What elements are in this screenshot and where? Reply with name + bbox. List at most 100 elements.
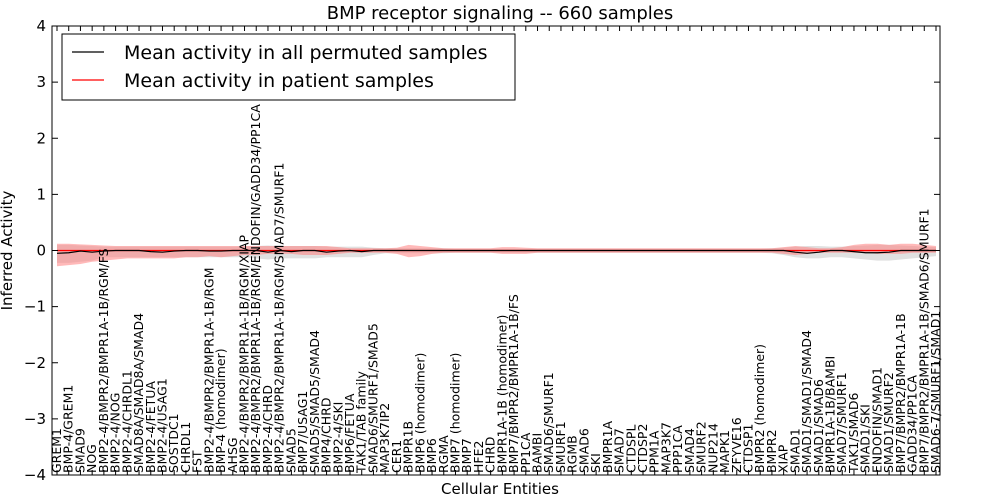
legend-box: [61, 33, 516, 101]
x-tick-label: SMAD7/SMURF1: [834, 372, 849, 473]
x-tick-label: ENDOFIN/SMAD1: [869, 367, 884, 473]
x-tick-label: BMP2-4/BMPR2/BMPR1A-1B/RGM: [201, 268, 216, 474]
x-tick-label: NUP214: [705, 423, 720, 473]
series-layer: [56, 249, 936, 254]
x-tick-label: ZFYVE16: [729, 417, 744, 473]
x-tick-label: BMP2-4/USAG1: [154, 378, 169, 473]
series-line-permuted: [56, 249, 936, 254]
x-tick-label: BMPR1B: [401, 421, 416, 473]
x-tick-label: BMP4/CHRD: [319, 397, 334, 473]
x-tick-label: HFE2: [471, 441, 486, 473]
x-tick-label: BMPR1A: [600, 420, 615, 473]
y-tick-label: −2: [24, 354, 46, 372]
x-tick-label: BMP6 (homodimer): [412, 353, 427, 473]
x-tick-label: CTDSP1: [740, 424, 755, 473]
y-axis-label: Inferred Activity: [0, 190, 16, 310]
x-tick-label: BMP-4 (homodimer): [213, 348, 228, 473]
x-tick-label: BMP2-4/SKI: [330, 402, 345, 473]
x-tick-label: SMAD1: [787, 428, 802, 473]
x-tick-label: GADD34/PP1CA: [905, 375, 920, 473]
x-tick-label: MAP3K7: [658, 422, 673, 473]
x-tick-label: XIAP: [776, 444, 791, 473]
x-tick-label: CHRDL1: [178, 422, 193, 473]
x-tick-label: BMP6: [424, 438, 439, 473]
x-tick-label: RGMB: [565, 435, 580, 473]
x-tick-label: BMP2-4/BMPR2/BMPR1A-1B/RGM/FS: [96, 248, 111, 473]
x-tick-label: SMAD1/SMAD1/SMAD4: [799, 330, 814, 473]
x-tick-label: BMP7/BMPR2/BMPR1A-1B: [893, 313, 908, 473]
y-tick-label: 2: [36, 129, 46, 147]
x-axis-label: Cellular Entities: [441, 480, 559, 498]
x-tick-label: NOG: [84, 444, 99, 473]
band-layer: [57, 243, 936, 267]
x-tick-label: BMPR2: [764, 429, 779, 473]
x-tick-label: SMAD5/SMAD5/SMAD4: [307, 330, 322, 473]
x-tick-label: SOSTDC1: [166, 413, 181, 473]
y-tick-label: 0: [36, 242, 46, 260]
x-tick-label: BMP-4/GREM1: [61, 385, 76, 473]
x-tick-label: CTDSPL: [623, 425, 638, 473]
x-tick-label: BMP2-4/BMPR2/BMPR1A-1B/RGM/ENDOFIN/GADD3…: [248, 104, 263, 473]
x-tick-label: PPM1A: [647, 430, 662, 473]
band-patient-spread: [57, 243, 936, 267]
x-tick-label: BMP2-4/NOG: [108, 393, 123, 473]
x-tick-label: SMAD7: [612, 428, 627, 473]
x-tick-label: TAK1/SMAD6: [846, 393, 861, 474]
x-tick-label: BMP7/BMPR2/BMPR1A-1B/SMAD6/SMURF1: [916, 208, 931, 473]
x-tick-label: BMP2-4/CHRD: [260, 385, 275, 473]
chart-title: BMP receptor signaling -- 660 samples: [327, 3, 674, 24]
x-tick-label: BMP7/USAG1: [295, 391, 310, 473]
y-tick-label: 3: [36, 73, 46, 91]
legend-label-patient: Mean activity in patient samples: [124, 70, 434, 92]
x-tick-label: SMAD6/SMURF1/SMAD5: [365, 323, 380, 473]
x-tick-label: TAK1/TAB family: [354, 370, 369, 474]
x-tick-label: BMP2-4/BMPR2/BMPR1A-1B/RGM/SMAD7/SMURF1: [272, 163, 287, 473]
y-tick-label: −4: [24, 466, 46, 484]
x-tick-label: SMURF1: [553, 421, 568, 473]
x-tick-label: FST: [190, 450, 205, 473]
x-tick-label: MAPK1: [717, 430, 732, 473]
x-tick-label: RGMA: [436, 435, 451, 473]
x-tick-label: BAMBI: [530, 433, 545, 473]
x-tick-label: SMAD5: [283, 428, 298, 473]
x-tick-label: AHSG: [225, 437, 240, 473]
x-tick-label: MAP3K7IP2: [377, 403, 392, 473]
x-tick-label: SMAD6: [576, 428, 591, 473]
x-tick-label: SMAD8A/SMAD8A/SMAD4: [131, 313, 146, 473]
y-tick-label: −1: [24, 298, 46, 316]
legend-label-permuted: Mean activity in all permuted samples: [124, 42, 487, 64]
x-tick-label: BMPR1A-1B (homodimer): [494, 315, 509, 473]
plot-frame: [51, 25, 941, 476]
x-tick-label: BMP7 (homodimer): [447, 353, 462, 473]
x-tick-label: SMAD9: [72, 428, 87, 473]
x-tick-label: BMPR2 (homodimer): [752, 344, 767, 473]
x-tick-label: SMAD6-7/SMURF1/SMAD1: [928, 311, 943, 473]
x-tick-label: CHRD: [483, 437, 498, 473]
x-tick-labels: GREM1BMP-4/GREM1SMAD9NOGBMP2-4/BMPR2/BMP…: [49, 26, 943, 475]
x-tick-label: SMAD1/SMURF2: [881, 372, 896, 473]
x-tick-label: PPP1CA: [670, 425, 685, 473]
x-tick-label: BMP2-4/FETUA: [143, 381, 158, 473]
x-tick-label: SMAD4: [682, 428, 697, 473]
x-tick-label: BMP6/FETUA: [342, 393, 357, 473]
legend: Mean activity in all permuted samples Me…: [61, 33, 516, 101]
x-tick-label: SMAD1/SKI: [858, 404, 873, 473]
x-tick-label: SMAD6/SMURF1: [541, 372, 556, 473]
y-tick-label: 1: [36, 185, 46, 203]
y-tick-label: −3: [24, 410, 46, 428]
x-tick-label: SKI: [588, 453, 603, 473]
y-axis: −4 −3 −2 −1 0 1 2 3 4: [24, 17, 940, 484]
x-tick-label: CER1: [389, 440, 404, 473]
x-tick-label: BMP2-4/BMPR2/BMPR1A-1B/RGM/XIAP: [237, 234, 252, 473]
x-tick-label: PP1CA: [518, 432, 533, 473]
x-tick-label: CTDSP2: [635, 424, 650, 473]
x-tick-label: SMAD1/SMAD6: [811, 379, 826, 473]
y-tick-label: 4: [36, 17, 46, 35]
x-tick-label: GREM1: [49, 428, 64, 473]
x-tick-label: SMURF2: [694, 421, 709, 473]
x-tick-label: BMP2-4/CHRDL1: [119, 370, 134, 473]
x-tick-label: BMP7/BMPR2/BMPR1A-1B/FS: [506, 294, 521, 473]
x-tick-label: BMP7: [459, 438, 474, 473]
x-tick-label: BMPR1A-1B/BAMBI: [823, 356, 838, 473]
